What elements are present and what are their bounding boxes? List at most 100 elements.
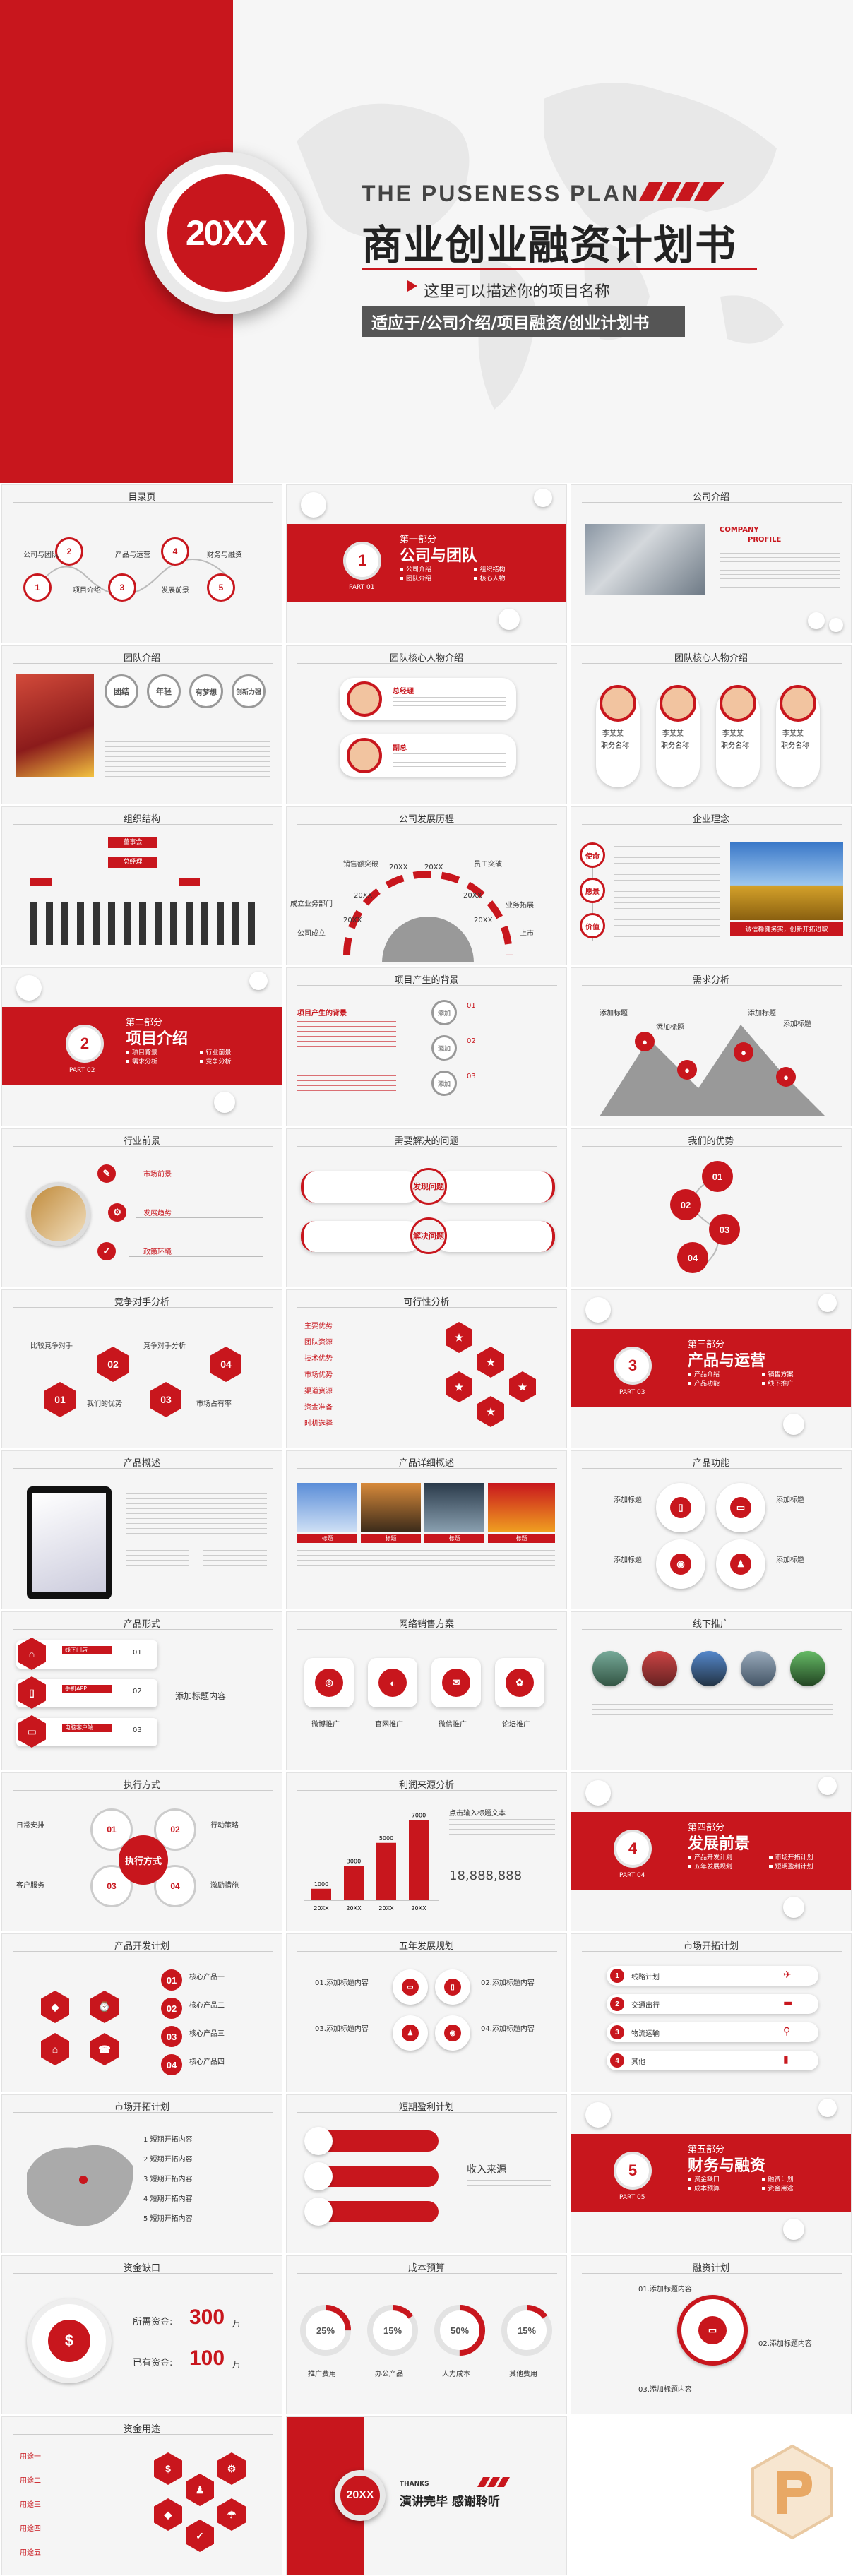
- world-map-watermark: [297, 83, 784, 410]
- feasible-list: 主要优势 团队资源 技术优势 市场优势 渠道资源 资金准备 时机选择: [304, 1323, 333, 1428]
- budget-ring-pct: 15%: [383, 2325, 402, 2336]
- slide-title: 产品功能: [692, 1458, 729, 1469]
- mountain: [600, 1025, 825, 1116]
- slide-part2: 2 PART 02 第二部分 项目介绍 项目背景 需求分析 行业前景 竞争分析: [1, 967, 282, 1126]
- profit-bar-label: 5000: [379, 1835, 393, 1842]
- industry-photo: [27, 1182, 90, 1246]
- toc-wave: [30, 559, 229, 599]
- profit-bar: [376, 1842, 396, 1900]
- slide-org: 组织结构 董事会 总经理: [1, 806, 282, 965]
- avatar: [347, 738, 382, 773]
- slide-company: 公司介绍 COMPANY PROFILE: [571, 484, 852, 643]
- role: 副总: [393, 744, 407, 752]
- cover-title: 商业创业融资计划书: [362, 221, 737, 269]
- profit-year-label: 20XX: [378, 1905, 394, 1912]
- part-label: PART 05: [619, 2194, 645, 2201]
- part-name: 项目介绍: [126, 1030, 189, 1048]
- slide-form: 产品形式 ⌂ ▯ ▭ 线下门店 手机APP 电脑客户端 01 02 03 添加标…: [1, 1611, 282, 1770]
- part-label: PART 04: [619, 1872, 645, 1879]
- profit-year-label: 20XX: [411, 1905, 426, 1912]
- part-number: 1: [343, 542, 381, 580]
- cover-divider: [362, 268, 757, 270]
- slide-toc: 目录页 2 4 1 3 5 公司与团队 产品与运营 财务与融资 项目介绍 发展前…: [1, 484, 282, 643]
- slide-fiveyear: 五年发展规划 ▭ ▯ ♟ ◉ 01.添加标题内容 02.添加标题内容 03.添加标题…: [286, 1933, 567, 2092]
- part-number: 5: [614, 2152, 652, 2190]
- slide-title: 组织结构: [123, 814, 160, 825]
- toc-item: 产品与运营: [115, 551, 150, 559]
- pin-icon: ●: [734, 1042, 753, 1062]
- slide-history: 公司发展历程 20XX 20XX 20XX 20XX 20XX 20XX 成立业…: [286, 806, 567, 965]
- avatar: [347, 681, 382, 717]
- slide-title: 产品详细概述: [398, 1458, 454, 1469]
- slide-title: 可行性分析: [403, 1297, 450, 1308]
- part-name: 财务与融资: [688, 2157, 766, 2175]
- part-name: 产品与运营: [688, 1352, 766, 1370]
- slide-industry: 行业前景 ✎ ⚙ ✓ 市场前景 发展趋势 政策环境: [1, 1128, 282, 1287]
- idea-photo: [730, 842, 843, 920]
- part-items: 产品介绍 产品功能 销售方案 线下推广: [688, 1371, 829, 1389]
- slide-online: 网络销售方案 ◎ ◐ ✉ ✿ 微博推广 官网推广 微信推广 论坛推广: [286, 1611, 567, 1770]
- slide-title: 企业理念: [692, 814, 729, 825]
- team-tag: 年轻: [147, 674, 181, 708]
- budget-ring: [434, 2305, 485, 2356]
- slide-title: 成本预算: [407, 2263, 445, 2274]
- toc-item: 发展前景: [161, 587, 189, 595]
- profit-year-label: 20XX: [314, 1905, 329, 1912]
- slide-part1: 1 PART 01 第一部分 公司与团队 公司介绍 团队介绍 组织结构 核心人物: [286, 484, 567, 643]
- cover-project-name: 这里可以描述你的项目名称: [424, 283, 611, 301]
- slide-devplan: 产品开发计划 ◆ ⌚ ⌂ ☎ 01 02 03 04 核心产品一 核心产品二 核…: [1, 1933, 282, 2092]
- slide-core2: 团队核心人物介绍 李某某 李某某 李某某 李某某 职务名称 职务名称 职务名称 职务名称: [571, 645, 852, 804]
- team-tag: 有梦想: [189, 674, 223, 708]
- slide-demand: 需求分析 ● ● ● ● 添加标题 添加标题 添加标题 添加标题: [571, 967, 852, 1126]
- part-label: PART 03: [619, 1389, 645, 1396]
- usage-list: 用途一 用途二 用途三 用途四 用途五: [20, 2453, 41, 2557]
- slide-product: 产品概述: [1, 1450, 282, 1609]
- tablet-image: [27, 1486, 112, 1599]
- part-number: 4: [614, 1830, 652, 1868]
- slide-finance: 融资计划 ▭ 01.添加标题内容 02.添加标题内容 03.添加标题内容: [571, 2255, 852, 2414]
- slide-title: 项目产生的背景: [394, 975, 459, 986]
- slide-title: 线下推广: [692, 1619, 729, 1630]
- part-items: 产品开发计划 五年发展规划 市场开拓计划 短期盈利计划: [688, 1854, 843, 1872]
- budget-ring-pct: 25%: [316, 2325, 335, 2336]
- slide-team: 团队介绍 团结 年轻 有梦想 创新力强: [1, 645, 282, 804]
- slide-title: 需求分析: [692, 975, 729, 986]
- role: 总经理: [393, 688, 414, 696]
- profit-bar: [311, 1888, 331, 1900]
- slide-title: 融资计划: [692, 2263, 729, 2274]
- pin-icon: ●: [776, 1067, 796, 1087]
- part-head: 第四部分: [688, 1823, 725, 1833]
- slide-title: 竞争对手分析: [114, 1297, 169, 1308]
- company-en: COMPANY: [720, 526, 759, 534]
- china-map: [27, 2145, 133, 2226]
- slide-title: 市场开拓计划: [114, 2102, 169, 2113]
- part-label: PART 02: [69, 1067, 95, 1074]
- slide-part4: 4 PART 04 第四部分 发展前景 产品开发计划 五年发展规划 市场开拓计划 短期…: [571, 1772, 852, 1931]
- slide-title: 利润来源分析: [398, 1780, 454, 1791]
- toc-item: 财务与融资: [207, 551, 242, 559]
- toc-item: 公司与团队: [23, 551, 59, 559]
- slide-title: 短期盈利计划: [398, 2102, 454, 2113]
- pin-icon: ●: [635, 1032, 655, 1051]
- org-top: 董事会: [108, 837, 157, 848]
- toc-num: 1: [23, 573, 52, 602]
- toc-num: 5: [207, 573, 235, 602]
- watermark-logo: [751, 2444, 833, 2540]
- toc-num: 2: [55, 537, 83, 566]
- profit-bar-label: 7000: [412, 1812, 426, 1818]
- slide-title: 产品形式: [123, 1619, 160, 1630]
- part-items: 项目背景 需求分析 行业前景 竞争分析: [126, 1049, 267, 1067]
- budget-ring-pct: 15%: [518, 2325, 536, 2336]
- slide-budget: 成本预算 25% 15% 50% 15% 推广费用 办公产品 人力成本 其他费用: [286, 2255, 567, 2414]
- slide-function: 产品功能 ▯ ▭ ◉ ♟ 添加标题 添加标题 添加标题 添加标题: [571, 1450, 852, 1609]
- toc-num: 3: [108, 573, 136, 602]
- cover-subtitle: THE PUSENESS PLAN: [362, 181, 640, 206]
- profit-year-label: 20XX: [346, 1905, 362, 1912]
- slide-title: 网络销售方案: [398, 1619, 454, 1630]
- slide-offline: 线下推广: [571, 1611, 852, 1770]
- toc-num: 4: [161, 537, 189, 566]
- slide-shortprofit: 短期盈利计划 收入来源: [286, 2094, 567, 2253]
- slide-compete: 竞争对手分析 01 02 03 04 比较竞争对手 竞争对手分析 我们的优势 市…: [1, 1289, 282, 1448]
- slide-advantage: 我们的优势 01 02 03 04: [571, 1128, 852, 1287]
- market-list: 1 短期开拓内容 2 短期开拓内容 3 短期开拓内容 4 短期开拓内容 5 短期开拓内容: [143, 2136, 193, 2223]
